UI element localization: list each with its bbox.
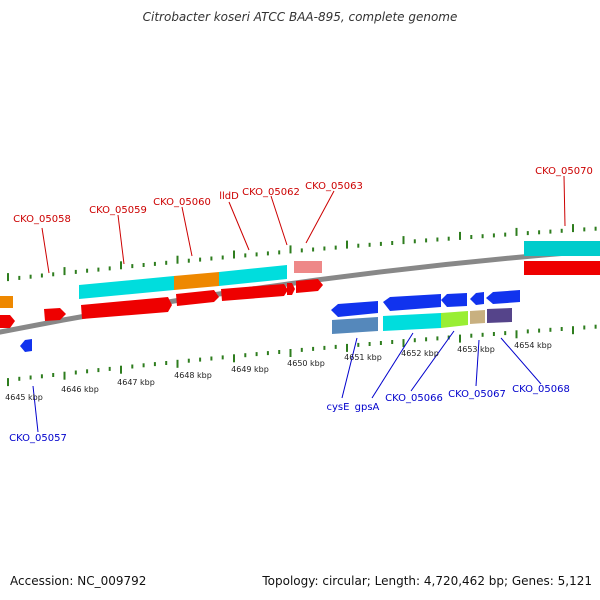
- accession-text: Accession: NC_009792: [10, 574, 147, 588]
- gene-arrow-left[interactable]: [0, 315, 15, 328]
- scale-label: 4651 kbp: [344, 353, 382, 362]
- label-cko-05070[interactable]: CKO_05070: [535, 166, 593, 177]
- label-cko-05059[interactable]: CKO_05059: [89, 205, 147, 216]
- cds-bar-left-orange[interactable]: [0, 296, 13, 308]
- scale-label: 4652 kbp: [401, 349, 439, 358]
- cds-bar-orange[interactable]: [174, 272, 219, 290]
- gene-arrow-05060[interactable]: [176, 290, 219, 306]
- gene-arrow-05066[interactable]: [441, 293, 467, 307]
- topology-text: Topology: circular; Length: 4,720,462 bp…: [262, 574, 592, 588]
- cds-bar-gpsA[interactable]: [383, 313, 441, 331]
- gene-arrow-lldD[interactable]: [221, 284, 288, 301]
- gene-arrow-05062[interactable]: [287, 283, 295, 295]
- gene-arrow-05058[interactable]: [44, 308, 66, 321]
- label-gpsa[interactable]: gpsA: [355, 402, 380, 413]
- cds-bar-cyan-1[interactable]: [79, 276, 174, 299]
- label-cko-05063[interactable]: CKO_05063: [305, 181, 363, 192]
- cds-bar-05066[interactable]: [441, 311, 468, 328]
- scale-label: 4654 kbp: [514, 341, 552, 350]
- label-cko-05067[interactable]: CKO_05067: [448, 389, 506, 400]
- scale-label: 4645 kbp: [5, 393, 43, 402]
- reverse-leader-lines: [32, 330, 542, 433]
- scale-label: 4650 kbp: [287, 359, 325, 368]
- gene-arrow-05068[interactable]: [486, 290, 520, 304]
- gene-arrow-05070[interactable]: [524, 261, 600, 275]
- cds-bar-05063[interactable]: [294, 261, 322, 273]
- scale-labels: 4645 kbp 4646 kbp 4647 kbp 4648 kbp 4649…: [5, 341, 552, 402]
- cds-bar-05068[interactable]: [487, 308, 512, 323]
- scale-label: 4649 kbp: [231, 365, 269, 374]
- cds-bar-cysE[interactable]: [332, 317, 378, 334]
- label-cyse[interactable]: cysE: [327, 402, 350, 413]
- label-cko-05068[interactable]: CKO_05068: [512, 384, 570, 395]
- gene-arrow-cysE[interactable]: [331, 301, 378, 317]
- cds-bar-05070[interactable]: [524, 241, 600, 256]
- label-lldd[interactable]: lldD: [219, 191, 239, 202]
- gene-arrow-05063[interactable]: [296, 279, 323, 293]
- cds-bar-cyan-2[interactable]: [219, 265, 287, 286]
- label-cko-05060[interactable]: CKO_05060: [153, 197, 211, 208]
- gene-arrow-gpsA[interactable]: [383, 294, 441, 311]
- reverse-features: [20, 290, 520, 352]
- scale-label: 4648 kbp: [174, 371, 212, 380]
- cds-bar-05067[interactable]: [470, 310, 485, 324]
- forward-labels: CKO_05058 CKO_05059 CKO_05060 lldD CKO_0…: [13, 166, 593, 225]
- label-cko-05062[interactable]: CKO_05062: [242, 187, 300, 198]
- forward-features: [0, 241, 600, 328]
- scale-label: 4653 kbp: [457, 345, 495, 354]
- scale-ticks-outer: [7, 224, 597, 282]
- gene-arrow-05057[interactable]: [20, 339, 32, 352]
- scale-ticks-inner: [7, 324, 597, 387]
- label-cko-05058[interactable]: CKO_05058: [13, 214, 71, 225]
- reverse-labels: CKO_05057 cysE gpsA CKO_05066 CKO_05067 …: [9, 384, 570, 444]
- forward-leader-lines: [41, 175, 566, 274]
- label-cko-05057[interactable]: CKO_05057: [9, 433, 67, 444]
- gene-arrow-05067[interactable]: [470, 292, 484, 305]
- scale-label: 4647 kbp: [117, 378, 155, 387]
- label-cko-05066[interactable]: CKO_05066: [385, 393, 443, 404]
- map-title: Citrobacter koseri ATCC BAA-895, complet…: [142, 10, 458, 24]
- scale-label: 4646 kbp: [61, 385, 99, 394]
- gene-arrow-05059[interactable]: [81, 297, 172, 319]
